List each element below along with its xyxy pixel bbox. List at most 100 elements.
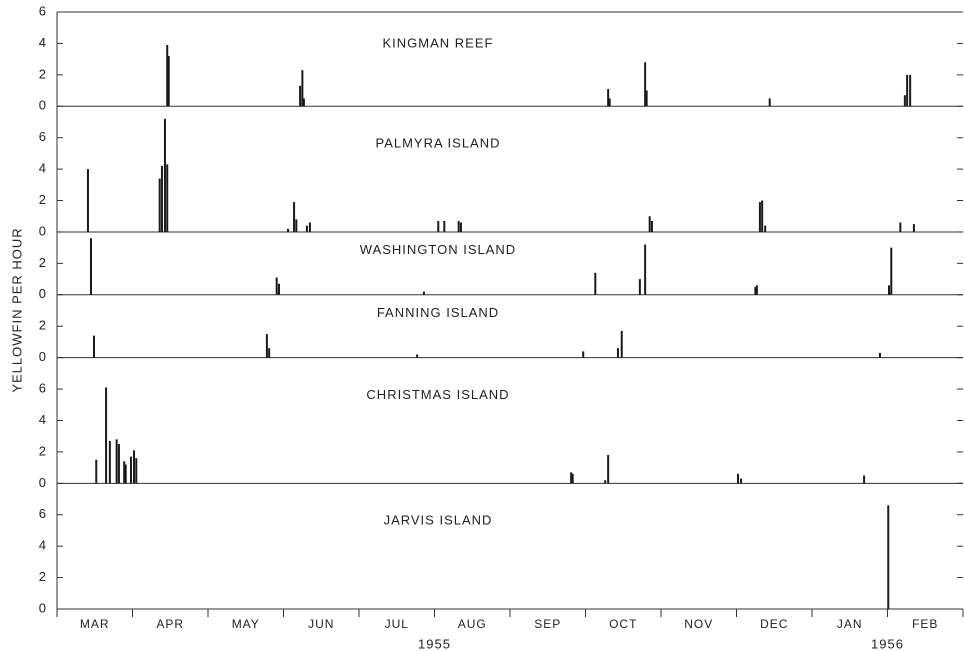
y-tick-label: 4 bbox=[39, 538, 47, 553]
bar bbox=[437, 220, 440, 232]
bar bbox=[890, 247, 893, 295]
bar bbox=[607, 88, 610, 107]
x-tick-label: APR bbox=[156, 617, 184, 631]
y-tick-label: 2 bbox=[39, 255, 47, 270]
bar bbox=[608, 98, 611, 107]
bar bbox=[89, 238, 92, 295]
bar bbox=[275, 277, 278, 295]
bar bbox=[459, 222, 462, 232]
bar bbox=[758, 202, 761, 232]
y-tick-label: 0 bbox=[39, 600, 47, 615]
bar bbox=[764, 225, 767, 232]
x-tick-label: NOV bbox=[684, 617, 713, 631]
bar bbox=[457, 220, 460, 232]
panel-title: FANNING ISLAND bbox=[377, 305, 499, 320]
y-tick-label: 4 bbox=[39, 412, 47, 427]
bar bbox=[163, 118, 166, 232]
bar bbox=[95, 459, 98, 484]
y-tick-label: 0 bbox=[39, 475, 47, 490]
y-tick-label: 2 bbox=[39, 569, 47, 584]
x-tick-label: JUN bbox=[308, 617, 334, 631]
y-tick-label: 4 bbox=[39, 161, 47, 176]
x-tick-label: OCT bbox=[609, 617, 637, 631]
bar bbox=[133, 450, 136, 484]
x-tick-label: DEC bbox=[760, 617, 788, 631]
bar bbox=[570, 472, 573, 484]
bar bbox=[754, 286, 757, 295]
bar bbox=[124, 464, 127, 484]
bar bbox=[899, 222, 902, 232]
bar bbox=[305, 225, 308, 232]
bar bbox=[86, 169, 89, 232]
y-tick-label: 2 bbox=[39, 443, 47, 458]
bar bbox=[123, 461, 126, 484]
bar bbox=[616, 348, 619, 358]
bar bbox=[740, 478, 743, 484]
year-label: 1955 bbox=[418, 636, 451, 651]
bar bbox=[863, 475, 866, 484]
bar bbox=[422, 291, 425, 295]
panel-title: JARVIS ISLAND bbox=[384, 512, 493, 527]
bar bbox=[277, 283, 280, 295]
x-tick-label: AUG bbox=[458, 617, 487, 631]
bar bbox=[92, 335, 95, 358]
bar bbox=[416, 354, 419, 358]
bar bbox=[644, 244, 647, 295]
y-tick-label: 0 bbox=[39, 98, 47, 113]
bar bbox=[166, 164, 169, 232]
bar bbox=[604, 480, 607, 484]
bar bbox=[594, 272, 597, 295]
bar bbox=[301, 70, 304, 107]
bar bbox=[755, 285, 758, 295]
y-tick-label: 2 bbox=[39, 318, 47, 333]
bar bbox=[308, 222, 311, 232]
x-tick-label: SEP bbox=[534, 617, 561, 631]
bar bbox=[737, 473, 740, 484]
panel-title: WASHINGTON ISLAND bbox=[360, 242, 516, 257]
y-tick-label: 6 bbox=[39, 380, 47, 395]
bar bbox=[571, 473, 574, 484]
bar bbox=[607, 455, 610, 484]
bar bbox=[265, 334, 268, 358]
bar bbox=[768, 98, 771, 107]
bar bbox=[108, 440, 111, 484]
bar bbox=[287, 228, 290, 232]
bar bbox=[903, 95, 906, 107]
y-tick-label: 6 bbox=[39, 129, 47, 144]
bar bbox=[888, 285, 891, 295]
x-tick-label: JAN bbox=[837, 617, 863, 631]
y-tick-label: 0 bbox=[39, 286, 47, 301]
bar bbox=[644, 62, 647, 107]
y-tick-label: 4 bbox=[39, 35, 47, 50]
bar bbox=[912, 224, 915, 232]
bar bbox=[650, 220, 653, 232]
panel-title: CHRISTMAS ISLAND bbox=[366, 387, 509, 402]
bar bbox=[878, 352, 881, 358]
x-tick-label: JUL bbox=[385, 617, 409, 631]
x-tick-label: FEB bbox=[912, 617, 938, 631]
y-tick-label: 6 bbox=[39, 3, 47, 18]
y-tick-label: 2 bbox=[39, 192, 47, 207]
bar bbox=[129, 456, 132, 484]
bar bbox=[443, 220, 446, 232]
y-tick-label: 2 bbox=[39, 66, 47, 81]
y-axis-label: YELLOWFIN PER HOUR bbox=[9, 227, 24, 392]
bar bbox=[299, 85, 302, 107]
bar bbox=[160, 165, 163, 232]
x-tick-label: MAY bbox=[232, 617, 260, 631]
bar bbox=[645, 90, 648, 107]
panel-title: PALMYRA ISLAND bbox=[375, 135, 500, 150]
bar bbox=[167, 55, 170, 107]
y-tick-label: 0 bbox=[39, 223, 47, 238]
bar bbox=[638, 279, 641, 295]
bar bbox=[105, 387, 108, 484]
bar bbox=[293, 202, 296, 232]
bar bbox=[268, 348, 271, 358]
bar bbox=[582, 351, 585, 358]
bar bbox=[295, 219, 298, 232]
bar bbox=[906, 74, 909, 107]
bar bbox=[115, 439, 118, 484]
bar bbox=[158, 178, 161, 232]
year-label: 1956 bbox=[871, 636, 904, 651]
